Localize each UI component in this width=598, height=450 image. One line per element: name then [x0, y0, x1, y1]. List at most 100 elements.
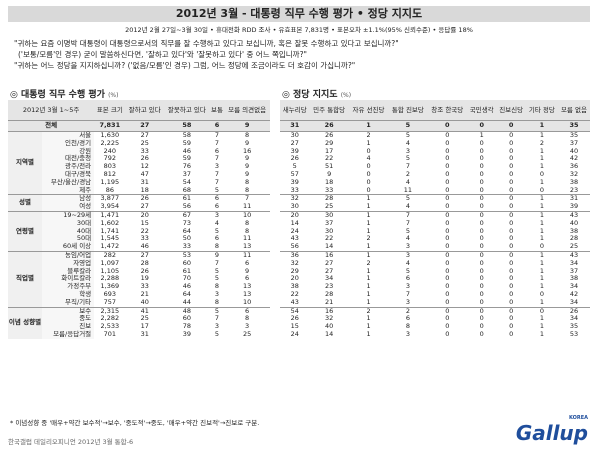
cell: 0: [445, 162, 450, 171]
cell: 1: [539, 274, 544, 283]
cell: 17: [140, 322, 149, 331]
cell: 30: [309, 210, 349, 220]
cell: 2: [366, 234, 371, 243]
cell: 9: [224, 120, 270, 132]
row-label: 무직/기타: [42, 298, 95, 308]
section-title: ◎ 대통령 직무 수행 평가 (%): [10, 90, 119, 100]
cell: 0: [445, 177, 450, 186]
header-cell: 표본 크기: [94, 100, 126, 121]
sample-size: 3,954: [100, 202, 120, 211]
cell: 37: [325, 218, 334, 227]
cell: 73: [182, 218, 192, 227]
cell: 1: [366, 322, 371, 331]
cell: 10: [224, 210, 270, 220]
party-table: 새누리당 민주 통합당 자유 선진당 통합 진보당 창조 한국당 국민생각 진보신당 기타 정…: [280, 100, 590, 339]
cell: 38: [569, 177, 579, 186]
header-cell: 보통: [209, 100, 225, 121]
cell: 1: [539, 154, 544, 163]
footnote: * 이념성향 중 '매우+약간 보수적'→보수, '중도적'→중도, '매우+약…: [10, 419, 260, 427]
sample-size: 1,545: [100, 234, 120, 243]
sample-size: 1,472: [100, 242, 120, 251]
row-label: 40대: [42, 227, 95, 236]
row-label: 남성: [42, 194, 95, 204]
cell: 42: [569, 154, 579, 163]
header-cell: 국민생각: [466, 100, 497, 121]
cell: 60: [182, 314, 192, 323]
cell: 57: [290, 169, 299, 178]
sample-size: 792: [103, 154, 117, 163]
cell: 31: [140, 329, 149, 338]
cell: 31: [280, 120, 310, 132]
cell: 1: [366, 242, 371, 251]
row: 20 34 1 6 0 0 0 1 38: [280, 275, 590, 283]
row: 29 27 1 5 0 0 0 1 37: [280, 266, 590, 276]
unit: (%): [108, 92, 119, 99]
sample-size: 693: [103, 289, 117, 298]
cell: 0: [445, 154, 450, 163]
sample-size: 803: [103, 162, 117, 171]
row: 화이트칼라 2,288 19 70 5 6: [8, 274, 270, 284]
row: 강원 240 33 46 6 16: [8, 147, 270, 156]
cell: 1: [366, 289, 371, 298]
cell: 5: [292, 162, 297, 171]
cell: 20: [280, 210, 310, 220]
cell: 68: [182, 185, 192, 194]
cell: 3: [214, 289, 220, 298]
row: 24 30 1 5 0 0 0 1 38: [280, 226, 590, 236]
cell: 25: [140, 314, 149, 323]
cell: 59: [182, 154, 192, 163]
cell: 25: [569, 242, 579, 251]
row: 이념 성향별 보수 2,315 41 48 5 6: [8, 306, 270, 339]
cell: 9: [245, 138, 250, 147]
sample-size: 1,097: [100, 258, 120, 267]
cell: 0: [509, 282, 514, 291]
cell: 0: [509, 218, 514, 227]
cell: 67: [164, 210, 210, 220]
row: 가정주부 1,369 33 46 8 13: [8, 282, 270, 291]
cell: 26: [140, 154, 149, 163]
row: 36 16 1 3 0 0 0 1 43: [280, 250, 590, 260]
cell: 26: [125, 194, 165, 204]
cell: 20: [290, 274, 299, 283]
header-cell: 자유 선진당: [348, 100, 389, 121]
cell: 27: [125, 130, 165, 140]
cell: 5: [214, 274, 220, 283]
row-label: 부산/울산/경남: [42, 178, 95, 187]
cell: 5: [388, 130, 428, 140]
cell: 0: [427, 306, 467, 316]
cell: 21: [325, 297, 334, 306]
cell: 1: [525, 194, 558, 204]
cell: 37: [569, 266, 579, 275]
cell: 0: [509, 138, 514, 147]
row: 직업별 농임/어업 282 27 53 9 11: [8, 250, 270, 308]
row: 20 30 1 7 0 0 0 1 43: [280, 210, 590, 220]
cell: 38: [569, 226, 579, 235]
cell: 0: [479, 322, 484, 331]
cell: 1: [366, 274, 371, 283]
row: 중도 2,282 25 60 7 8: [8, 314, 270, 324]
cell: 36: [569, 162, 579, 171]
header-row: 새누리당 민주 통합당 자유 선진당 통합 진보당 창조 한국당 국민생각 진보신당 기타 정…: [280, 100, 590, 121]
cell: 35: [557, 120, 590, 132]
row: 광주/전라 803 12 76 3 9: [8, 162, 270, 171]
cell: 0: [479, 202, 484, 211]
cell: 1: [466, 130, 497, 140]
row: 30대 1,602 15 73 4 8: [8, 218, 270, 228]
cell: 24: [290, 329, 299, 338]
cell: 20: [125, 210, 165, 220]
cell: 7: [214, 177, 220, 186]
cell: 25: [242, 329, 252, 338]
cell: 0: [479, 289, 484, 298]
cell: 1: [525, 210, 558, 220]
cell: 6: [245, 258, 250, 267]
cell: 3: [209, 210, 225, 220]
cell: 0: [366, 146, 371, 155]
cell: 0: [479, 314, 484, 323]
cell: 34: [569, 282, 579, 291]
cell: 0: [479, 242, 484, 251]
cell: 1: [366, 282, 371, 291]
cell: 15: [290, 322, 299, 331]
cell: 0: [445, 185, 450, 194]
cell: 5: [214, 329, 220, 338]
